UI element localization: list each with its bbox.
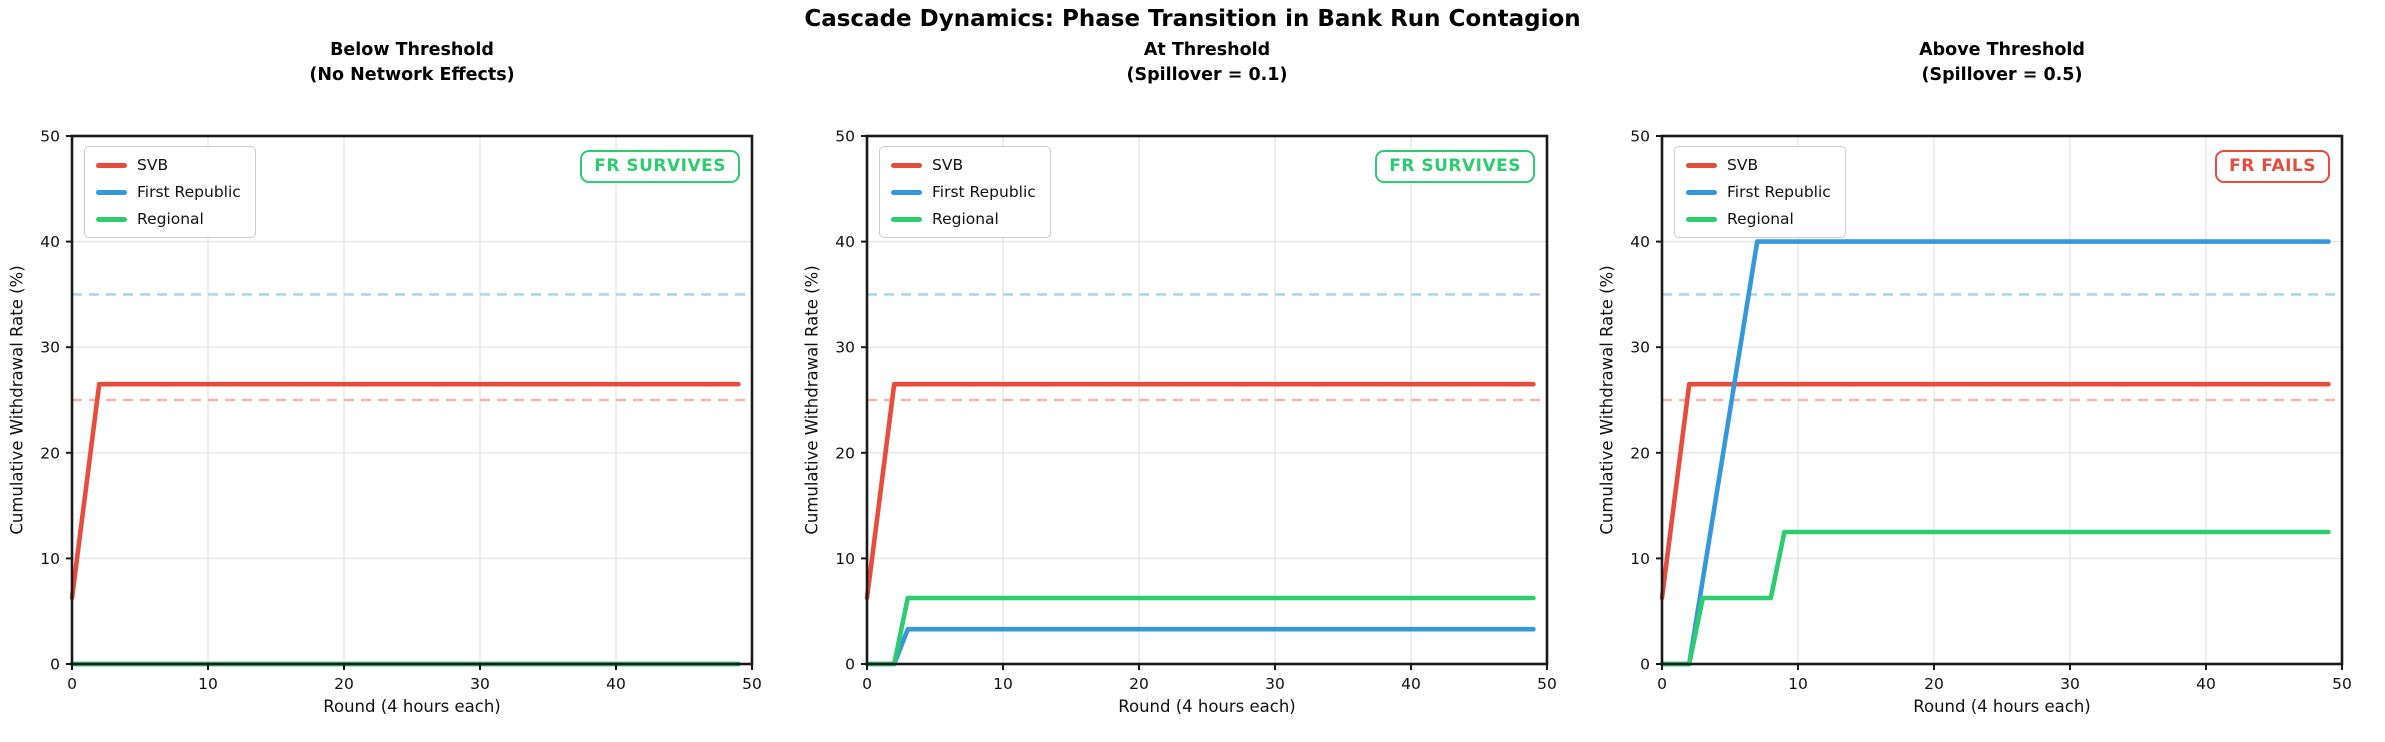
legend-item-svb: SVB [96, 156, 241, 174]
legend-label-first-republic: First Republic [137, 183, 241, 201]
x-tick-label: 50 [1537, 675, 1557, 693]
legend-item-regional: Regional [96, 210, 241, 228]
x-tick-label: 20 [1129, 675, 1149, 693]
status-badge-fr-fails: FR FAILS [2215, 150, 2330, 183]
y-tick-label: 0 [50, 656, 60, 674]
x-tick-label: 50 [2332, 675, 2352, 693]
y-tick-label: 50 [40, 128, 60, 146]
series-line-svb [69, 381, 741, 601]
legend-label-svb: SVB [137, 156, 169, 174]
x-tick-label: 10 [993, 675, 1013, 693]
x-axis-label: Round (4 hours each) [1913, 697, 2091, 716]
legend-label-regional: Regional [932, 210, 999, 228]
legend-item-svb: SVB [891, 156, 1036, 174]
legend-item-first-republic: First Republic [1686, 183, 1831, 201]
status-badge-fr-survives: FR SURVIVES [1375, 150, 1535, 183]
legend-label-first-republic: First Republic [932, 183, 1036, 201]
legend: SVB First Republic Regional [84, 146, 256, 238]
x-tick-label: 10 [1788, 675, 1808, 693]
first-republic-line-swatch [1686, 189, 1717, 195]
axes-box [1660, 134, 2344, 666]
x-tick-label: 20 [1924, 675, 1944, 693]
x-tick-label: 10 [198, 675, 218, 693]
y-tick-label: 10 [40, 550, 60, 568]
y-tick-label: 40 [1630, 233, 1650, 251]
y-tick-label: 50 [835, 128, 855, 146]
legend-item-regional: Regional [1686, 210, 1831, 228]
legend-item-first-republic: First Republic [96, 183, 241, 201]
y-tick-label: 40 [40, 233, 60, 251]
y-tick-label: 40 [835, 233, 855, 251]
svb-line-swatch [96, 162, 127, 168]
first-republic-line-swatch [96, 189, 127, 195]
y-tick-label: 10 [835, 550, 855, 568]
legend-label-regional: Regional [1727, 210, 1794, 228]
y-tick-label: 50 [1630, 128, 1650, 146]
y-tick-label: 0 [1640, 656, 1650, 674]
axes-box [70, 134, 754, 666]
plot-below-threshold: 0 10 20 30 40 50 0 10 20 30 40 50 [40, 128, 762, 694]
svb-line-swatch [891, 162, 922, 168]
regional-line-swatch [96, 216, 127, 222]
legend: SVB First Republic Regional [1674, 146, 1846, 238]
y-tick-label: 30 [40, 339, 60, 357]
x-tick-label: 50 [742, 675, 762, 693]
first-republic-line-swatch [891, 189, 922, 195]
legend-label-regional: Regional [137, 210, 204, 228]
x-tick-label: 40 [2196, 675, 2216, 693]
panel-title-at-threshold: At Threshold (Spillover = 0.1) [1126, 40, 1288, 85]
plot-at-threshold: 0 10 20 30 40 50 0 10 20 30 40 50 [835, 128, 1557, 694]
y-tick-label: 20 [1630, 444, 1650, 462]
regional-line-swatch [1686, 216, 1717, 222]
legend: SVB First Republic Regional [879, 146, 1051, 238]
legend-label-svb: SVB [1727, 156, 1759, 174]
legend-label-svb: SVB [932, 156, 964, 174]
legend-label-first-republic: First Republic [1727, 183, 1831, 201]
x-tick-label: 0 [67, 675, 77, 693]
series-line-svb [864, 381, 1536, 601]
y-tick-label: 0 [845, 656, 855, 674]
regional-line-swatch [891, 216, 922, 222]
panel-at-threshold: At Threshold (Spillover = 0.1) Cumulativ… [795, 0, 1590, 742]
legend-item-regional: Regional [891, 210, 1036, 228]
plot-above-threshold: 0 10 20 30 40 50 0 10 20 30 40 50 [1630, 128, 2352, 694]
status-badge-fr-survives: FR SURVIVES [580, 150, 740, 183]
legend-item-first-republic: First Republic [891, 183, 1036, 201]
x-tick-label: 20 [334, 675, 354, 693]
x-tick-label: 40 [1401, 675, 1421, 693]
svb-line-swatch [1686, 162, 1717, 168]
y-tick-label: 30 [835, 339, 855, 357]
x-tick-label: 30 [470, 675, 490, 693]
panel-title-below-threshold: Below Threshold (No Network Effects) [309, 40, 515, 85]
y-tick-label: 30 [1630, 339, 1650, 357]
series-line-svb [1659, 381, 2331, 601]
axes-box [865, 134, 1549, 666]
panel-title-above-threshold: Above Threshold (Spillover = 0.5) [1919, 40, 2085, 85]
x-tick-label: 30 [1265, 675, 1285, 693]
y-tick-label: 20 [40, 444, 60, 462]
y-tick-label: 20 [835, 444, 855, 462]
panel-above-threshold: Above Threshold (Spillover = 0.5) Cumula… [1590, 0, 2385, 742]
legend-item-svb: SVB [1686, 156, 1831, 174]
y-tick-label: 10 [1630, 550, 1650, 568]
x-tick-label: 40 [606, 675, 626, 693]
x-tick-label: 0 [862, 675, 872, 693]
x-tick-label: 30 [2060, 675, 2080, 693]
x-axis-label: Round (4 hours each) [323, 697, 501, 716]
x-tick-label: 0 [1657, 675, 1667, 693]
x-axis-label: Round (4 hours each) [1118, 697, 1296, 716]
figure-title: Cascade Dynamics: Phase Transition in Ba… [804, 6, 1581, 32]
panel-below-threshold: Below Threshold (No Network Effects) Cum… [0, 0, 795, 742]
